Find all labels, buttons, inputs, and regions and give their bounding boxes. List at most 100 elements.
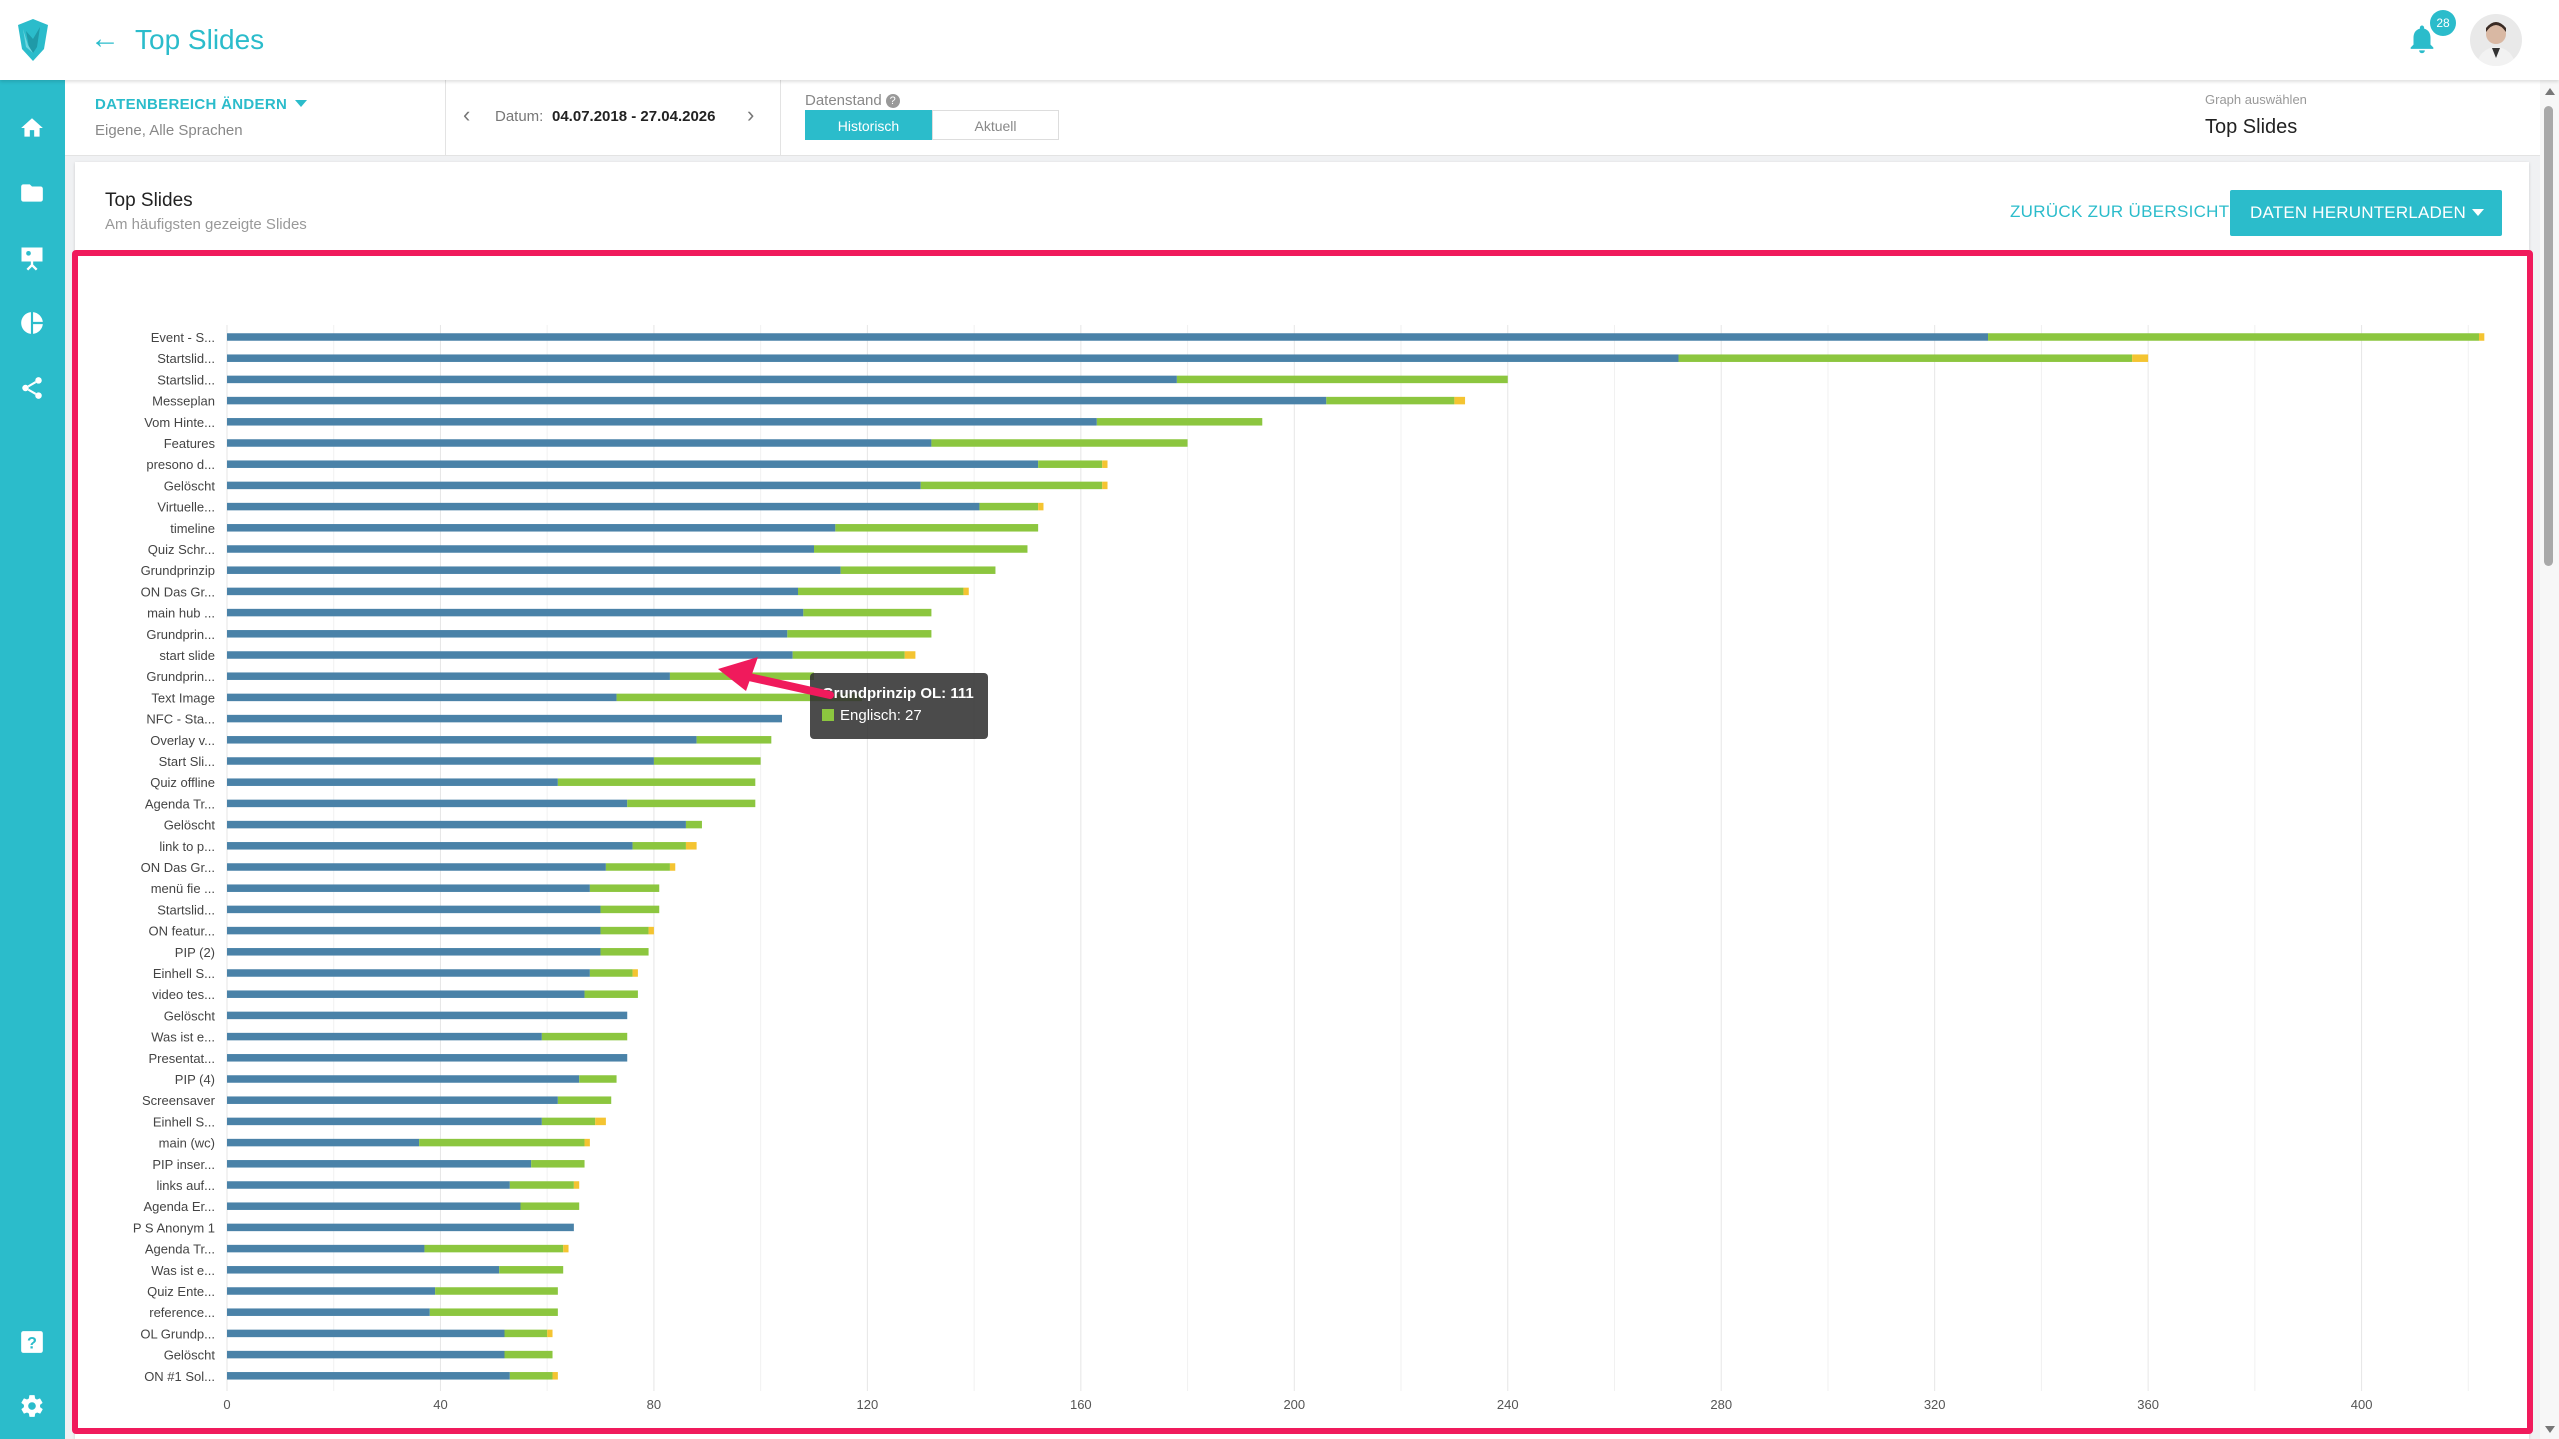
bar-segment-series-1[interactable]	[504, 1350, 553, 1359]
bar-segment-series-0[interactable]	[227, 545, 815, 553]
bar-segment-series-0[interactable]	[227, 630, 788, 638]
bar-segment-series-2[interactable]	[547, 1329, 553, 1338]
bar-segment-series-1[interactable]	[584, 990, 638, 998]
bar-segment-series-1[interactable]	[429, 1308, 558, 1316]
bell-icon[interactable]	[2405, 22, 2439, 56]
bar-segment-series-1[interactable]	[589, 884, 660, 892]
bar-segment-series-1[interactable]	[627, 799, 756, 808]
scroll-down-icon[interactable]	[2545, 1426, 2555, 1433]
bar-segment-series-0[interactable]	[227, 651, 793, 659]
bar-segment-series-1[interactable]	[1038, 460, 1103, 468]
bar-segment-series-0[interactable]	[227, 1075, 580, 1083]
bar-segment-series-2[interactable]	[669, 863, 676, 871]
bar-segment-series-1[interactable]	[685, 820, 702, 829]
bar-segment-series-1[interactable]	[499, 1266, 564, 1274]
bar-segment-series-0[interactable]	[227, 757, 654, 765]
bar-segment-series-0[interactable]	[227, 926, 601, 935]
bar-segment-series-1[interactable]	[509, 1372, 553, 1380]
logo-icon[interactable]	[0, 0, 65, 80]
bar-segment-series-0[interactable]	[227, 948, 601, 956]
bar-segment-series-0[interactable]	[227, 354, 1679, 362]
bar-segment-series-1[interactable]	[541, 1117, 596, 1126]
bar-segment-series-0[interactable]	[227, 714, 782, 723]
help-icon[interactable]: ?	[16, 1326, 48, 1358]
bar-segment-series-0[interactable]	[227, 842, 633, 850]
bar-segment-series-1[interactable]	[803, 608, 932, 617]
bar-segment-series-1[interactable]	[840, 566, 996, 574]
share-icon[interactable]	[16, 372, 48, 404]
bar-segment-series-0[interactable]	[227, 1372, 510, 1380]
bar-segment-series-1[interactable]	[787, 630, 932, 638]
bar-segment-series-2[interactable]	[584, 1138, 590, 1147]
bar-segment-series-1[interactable]	[557, 778, 756, 786]
bar-segment-series-0[interactable]	[227, 799, 628, 808]
bar-segment-series-2[interactable]	[685, 842, 697, 850]
scrollbar[interactable]	[2540, 80, 2559, 1439]
bar-segment-series-0[interactable]	[227, 1011, 628, 1020]
bar-segment-series-1[interactable]	[520, 1202, 580, 1210]
date-value[interactable]: 04.07.2018 - 27.04.2026	[552, 108, 716, 125]
bar-segment-series-0[interactable]	[227, 1054, 628, 1062]
bar-segment-series-0[interactable]	[227, 693, 617, 702]
bar-segment-series-1[interactable]	[1176, 375, 1508, 384]
bar-segment-series-1[interactable]	[920, 481, 1103, 490]
bar-segment-series-1[interactable]	[600, 926, 649, 935]
bar-segment-series-1[interactable]	[1678, 354, 2133, 362]
bar-segment-series-0[interactable]	[227, 905, 601, 914]
presentation-icon[interactable]	[16, 242, 48, 274]
chevron-down-icon[interactable]	[295, 100, 307, 107]
bar-segment-series-0[interactable]	[227, 460, 1039, 468]
pie-chart-icon[interactable]	[16, 307, 48, 339]
bar-segment-series-1[interactable]	[931, 439, 1188, 447]
bar-segment-series-2[interactable]	[1102, 481, 1108, 490]
bar-segment-series-2[interactable]	[595, 1117, 606, 1126]
home-icon[interactable]	[16, 112, 48, 144]
bar-segment-series-0[interactable]	[227, 969, 590, 977]
bar-segment-series-2[interactable]	[2132, 354, 2149, 362]
bar-segment-series-0[interactable]	[227, 502, 980, 511]
bar-segment-series-2[interactable]	[1454, 396, 1466, 405]
bar-segment-series-0[interactable]	[227, 1244, 425, 1253]
bar-segment-series-0[interactable]	[227, 1096, 558, 1104]
back-arrow-icon[interactable]: ←	[90, 22, 120, 55]
bar-segment-series-1[interactable]	[509, 1181, 574, 1189]
bar-segment-series-2[interactable]	[632, 969, 638, 977]
bar-segment-series-0[interactable]	[227, 396, 1327, 405]
bar-segment-series-2[interactable]	[904, 651, 916, 659]
bar-segment-series-0[interactable]	[227, 1138, 420, 1147]
bar-segment-series-2[interactable]	[1102, 460, 1108, 468]
bar-segment-series-1[interactable]	[814, 545, 1028, 553]
bar-segment-series-0[interactable]	[227, 333, 1989, 341]
bar-segment-series-1[interactable]	[435, 1287, 558, 1295]
date-prev-icon[interactable]: ‹	[463, 102, 471, 127]
bar-segment-series-1[interactable]	[600, 948, 649, 956]
bar-segment-series-0[interactable]	[227, 672, 670, 680]
bar-segment-series-0[interactable]	[227, 1117, 542, 1126]
back-to-overview-button[interactable]: ZURÜCK ZUR ÜBERSICHT	[2010, 202, 2230, 221]
bar-segment-series-1[interactable]	[616, 693, 863, 702]
bar-segment-series-0[interactable]	[227, 1350, 505, 1359]
bar-segment-series-1[interactable]	[531, 1160, 585, 1168]
bar-segment-series-0[interactable]	[227, 820, 686, 829]
scroll-thumb[interactable]	[2544, 106, 2553, 566]
bar-segment-series-1[interactable]	[541, 1032, 628, 1041]
bar-segment-series-1[interactable]	[632, 842, 686, 850]
folder-icon[interactable]	[16, 177, 48, 209]
bar-segment-series-2[interactable]	[552, 1372, 558, 1380]
bar-segment-series-0[interactable]	[227, 990, 585, 998]
bar-segment-series-0[interactable]	[227, 1032, 542, 1041]
bar-segment-series-0[interactable]	[227, 1266, 500, 1274]
bar-segment-series-0[interactable]	[227, 863, 606, 871]
bar-segment-series-0[interactable]	[227, 375, 1177, 384]
bar-segment-series-1[interactable]	[653, 757, 761, 765]
bar-segment-series-0[interactable]	[227, 1160, 532, 1168]
bar-segment-series-2[interactable]	[2478, 333, 2485, 341]
bar-segment-series-0[interactable]	[227, 778, 558, 786]
chevron-down-icon[interactable]	[2472, 209, 2484, 216]
range-change-button[interactable]: DATENBEREICH ÄNDERN	[95, 96, 288, 113]
bar-segment-series-0[interactable]	[227, 524, 836, 532]
bar-segment-series-2[interactable]	[573, 1181, 580, 1189]
bar-segment-series-1[interactable]	[424, 1244, 564, 1253]
avatar[interactable]	[2470, 14, 2522, 66]
bar-segment-series-2[interactable]	[1038, 502, 1044, 511]
